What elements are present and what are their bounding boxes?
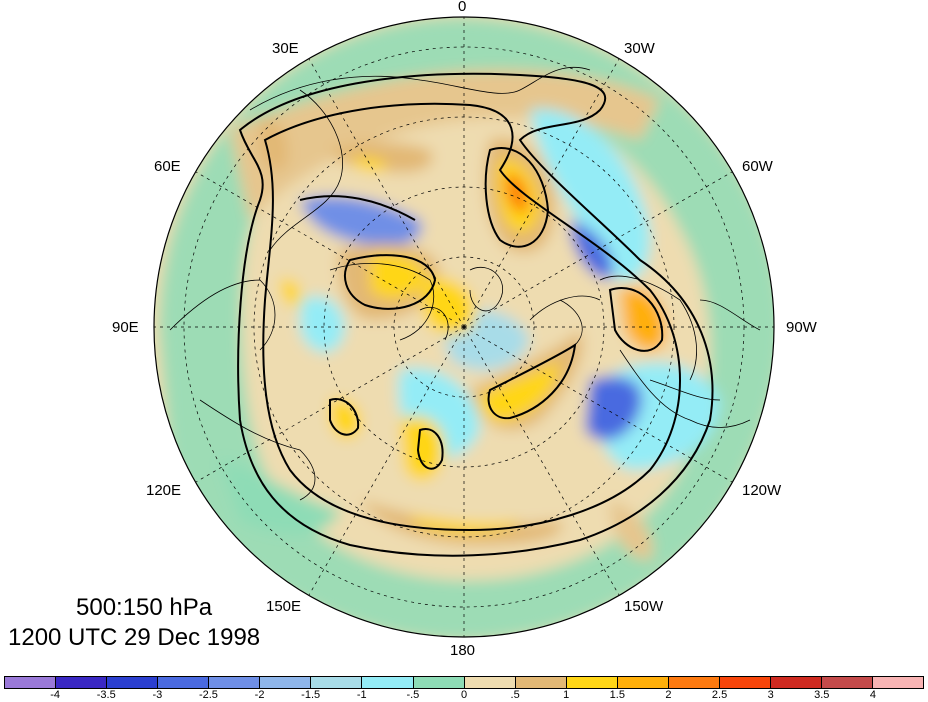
colorbar-swatch [413,677,465,688]
colorbar-tick-label: -3 [152,689,163,701]
colorbar-swatch [56,677,108,688]
coastlines [169,66,761,501]
colorbar-swatch [260,677,312,688]
meridian-lines [154,17,774,637]
lon-label-150e: 150E [266,598,302,615]
colorbar [4,676,924,689]
colorbar-swatch [515,677,567,688]
colorbar-swatch [822,677,874,688]
lon-label-0: 0 [458,0,467,15]
time-title: 1200 UTC 29 Dec 1998 [8,624,261,651]
colorbar-swatch [464,677,516,688]
colorbar-tick-label: 3.5 [814,689,830,701]
colorbar-tick-label: -2 [254,689,265,701]
colorbar-tick-label: 3 [767,689,774,701]
contour-lines [237,72,714,557]
lon-label-120e: 120E [146,482,182,499]
colorbar-swatch [770,677,822,688]
colorbar-swatch [719,677,771,688]
colorbar-tick-label: -1.5 [301,689,321,701]
lon-label-60e: 60E [154,158,181,175]
colorbar-tick-label: -.5 [406,689,420,701]
colorbar-swatch [566,677,618,688]
lon-label-60w: 60W [742,158,773,175]
colorbar-swatch [311,677,363,688]
lon-label-120w: 120W [742,482,782,499]
colorbar-swatch [209,677,261,688]
colorbar-tick-label: -3.5 [96,689,116,701]
colorbar-tick-label: -1 [356,689,367,701]
lon-label-90w: 90W [786,319,817,336]
colorbar-swatch [362,677,414,688]
colorbar-tick-label: 0 [460,689,468,701]
colorbar-tick-label: .5 [510,689,520,701]
colorbar-swatch [668,677,720,688]
map-border [153,16,775,638]
colorbar-tick-label: -4 [50,689,60,701]
level-title: 500:150 hPa [76,594,213,621]
colorbar-swatch [5,677,57,688]
colorbar-tick-label: 4 [869,689,876,701]
lon-label-30w: 30W [624,40,655,57]
lon-label-180: 180 [450,642,476,659]
colorbar-tick-label: -2.5 [198,689,218,701]
lon-label-90e: 90E [112,319,139,336]
colorbar-tick-label: 1 [563,689,570,701]
colorbar-tick-label: 1.5 [609,689,625,701]
lon-label-30e: 30E [272,40,299,57]
lon-label-150w: 150W [624,598,664,615]
colorbar-swatch [158,677,210,688]
anomaly-field [154,17,774,637]
colorbar-swatch [107,677,159,688]
colorbar-tick-label: 2.5 [711,689,728,701]
colorbar-swatch [873,677,924,688]
colorbar-tick-label: 2 [665,689,672,701]
colorbar-swatch [617,677,669,688]
